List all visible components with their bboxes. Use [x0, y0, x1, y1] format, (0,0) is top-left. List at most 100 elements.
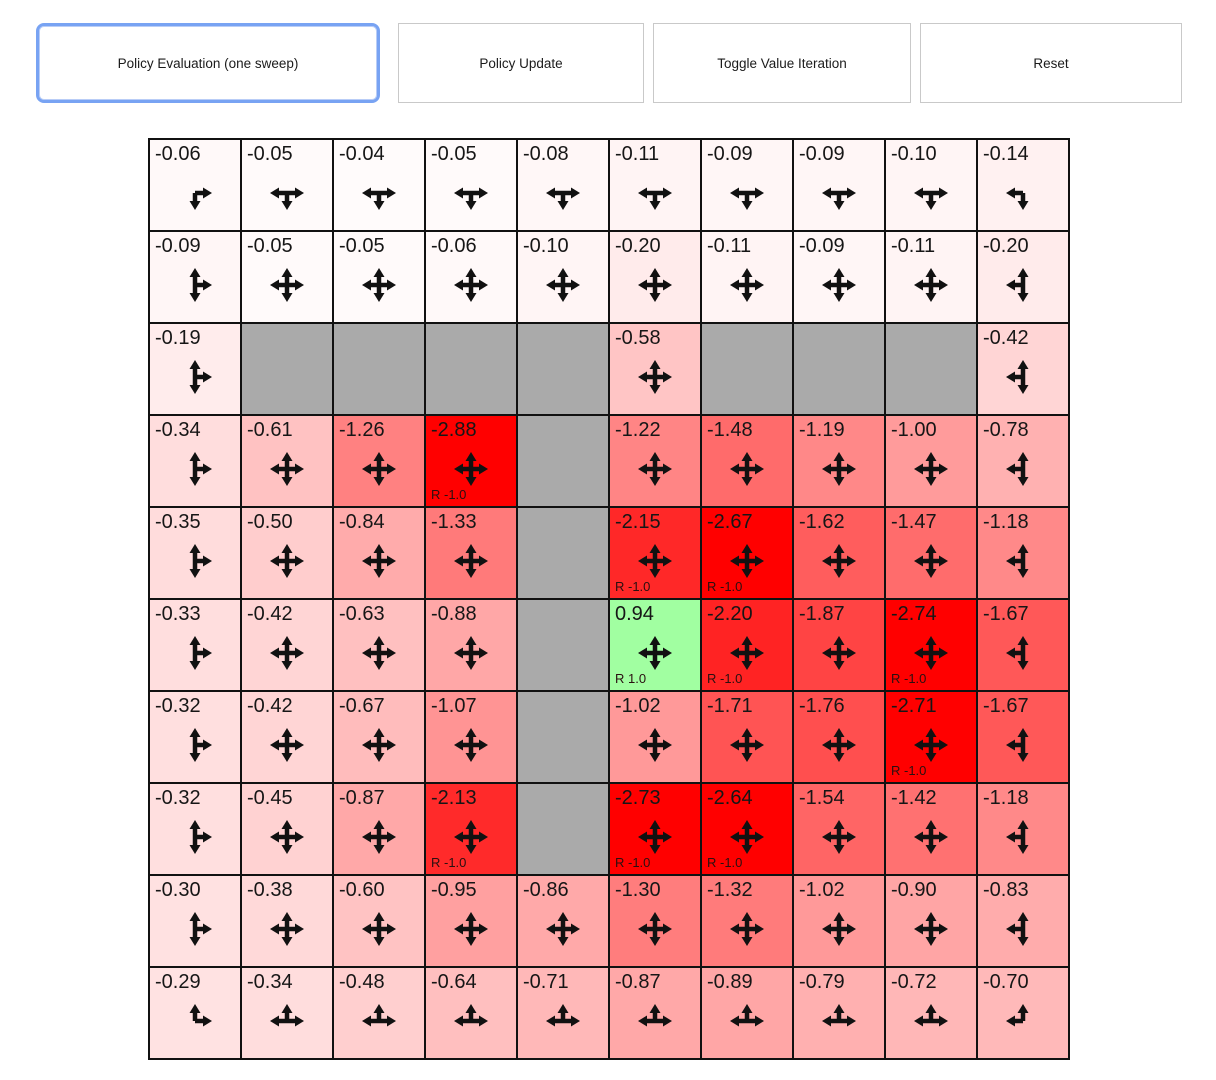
grid-cell[interactable]: -1.02	[609, 691, 701, 783]
grid-cell[interactable]: -0.06	[149, 139, 241, 231]
grid-cell[interactable]: -1.54	[793, 783, 885, 875]
grid-cell[interactable]: -0.11	[885, 231, 977, 323]
grid-cell[interactable]: -0.05	[241, 139, 333, 231]
grid-wall-cell[interactable]	[517, 323, 609, 415]
grid-cell[interactable]: -1.76	[793, 691, 885, 783]
policy-evaluation-button[interactable]: Policy Evaluation (one sweep)	[36, 23, 380, 103]
grid-cell[interactable]: -0.05	[425, 139, 517, 231]
grid-wall-cell[interactable]	[517, 415, 609, 507]
grid-cell[interactable]: -2.73 R -1.0	[609, 783, 701, 875]
grid-cell[interactable]: -0.04	[333, 139, 425, 231]
policy-update-button[interactable]: Policy Update	[398, 23, 644, 103]
grid-cell[interactable]: -0.79	[793, 967, 885, 1059]
grid-cell[interactable]: -0.84	[333, 507, 425, 599]
grid-cell[interactable]: -0.08	[517, 139, 609, 231]
grid-cell[interactable]: -0.42	[977, 323, 1069, 415]
grid-cell[interactable]: -1.19	[793, 415, 885, 507]
grid-cell[interactable]: -1.62	[793, 507, 885, 599]
grid-cell[interactable]: -0.42	[241, 691, 333, 783]
grid-cell[interactable]: -0.09	[793, 139, 885, 231]
grid-cell[interactable]: -0.34	[149, 415, 241, 507]
grid-wall-cell[interactable]	[333, 323, 425, 415]
grid-cell[interactable]: -0.32	[149, 691, 241, 783]
grid-cell[interactable]: -0.78	[977, 415, 1069, 507]
grid-cell[interactable]: -1.00	[885, 415, 977, 507]
grid-cell[interactable]: -2.13 R -1.0	[425, 783, 517, 875]
grid-cell[interactable]: -0.32	[149, 783, 241, 875]
grid-cell[interactable]: -1.71	[701, 691, 793, 783]
grid-cell[interactable]: -1.67	[977, 691, 1069, 783]
grid-cell[interactable]: -0.34	[241, 967, 333, 1059]
grid-cell[interactable]: -0.10	[517, 231, 609, 323]
grid-cell[interactable]: -0.45	[241, 783, 333, 875]
grid-cell[interactable]: -0.09	[149, 231, 241, 323]
grid-cell[interactable]: -0.05	[241, 231, 333, 323]
grid-cell[interactable]: -1.18	[977, 783, 1069, 875]
reset-button[interactable]: Reset	[920, 23, 1182, 103]
grid-cell[interactable]: -0.71	[517, 967, 609, 1059]
grid-cell[interactable]: -0.11	[609, 139, 701, 231]
grid-wall-cell[interactable]	[885, 323, 977, 415]
grid-cell[interactable]: -0.11	[701, 231, 793, 323]
grid-cell[interactable]: -1.67	[977, 599, 1069, 691]
grid-cell[interactable]: -2.15 R -1.0	[609, 507, 701, 599]
grid-wall-cell[interactable]	[517, 599, 609, 691]
grid-cell[interactable]: -0.30	[149, 875, 241, 967]
grid-wall-cell[interactable]	[425, 323, 517, 415]
grid-cell[interactable]: -1.47	[885, 507, 977, 599]
grid-cell[interactable]: -0.61	[241, 415, 333, 507]
grid-cell[interactable]: -1.26	[333, 415, 425, 507]
grid-cell[interactable]: -2.64 R -1.0	[701, 783, 793, 875]
grid-cell[interactable]: -0.06	[425, 231, 517, 323]
grid-wall-cell[interactable]	[793, 323, 885, 415]
grid-wall-cell[interactable]	[517, 507, 609, 599]
grid-cell[interactable]: -0.83	[977, 875, 1069, 967]
grid-cell[interactable]: -0.87	[333, 783, 425, 875]
grid-cell[interactable]: -1.42	[885, 783, 977, 875]
grid-cell[interactable]: -0.10	[885, 139, 977, 231]
grid-cell[interactable]: -0.14	[977, 139, 1069, 231]
grid-cell[interactable]: -1.07	[425, 691, 517, 783]
grid-cell[interactable]: -0.35	[149, 507, 241, 599]
grid-cell[interactable]: -1.48	[701, 415, 793, 507]
grid-cell[interactable]: -2.20 R -1.0	[701, 599, 793, 691]
grid-cell[interactable]: -0.05	[333, 231, 425, 323]
grid-cell[interactable]: -0.86	[517, 875, 609, 967]
grid-cell[interactable]: -0.09	[701, 139, 793, 231]
grid-cell[interactable]: -0.20	[609, 231, 701, 323]
grid-cell[interactable]: -0.38	[241, 875, 333, 967]
grid-cell[interactable]: -0.20	[977, 231, 1069, 323]
grid-cell[interactable]: -0.90	[885, 875, 977, 967]
grid-wall-cell[interactable]	[701, 323, 793, 415]
grid-cell[interactable]: -0.09	[793, 231, 885, 323]
grid-cell[interactable]: -0.70	[977, 967, 1069, 1059]
grid-cell[interactable]: -0.72	[885, 967, 977, 1059]
grid-cell[interactable]: -0.87	[609, 967, 701, 1059]
grid-cell[interactable]: -1.02	[793, 875, 885, 967]
grid-cell[interactable]: -0.88	[425, 599, 517, 691]
grid-cell[interactable]: -0.48	[333, 967, 425, 1059]
grid-cell[interactable]: 0.94 R 1.0	[609, 599, 701, 691]
toggle-value-iteration-button[interactable]: Toggle Value Iteration	[653, 23, 911, 103]
grid-cell[interactable]: -0.29	[149, 967, 241, 1059]
grid-cell[interactable]: -0.63	[333, 599, 425, 691]
grid-wall-cell[interactable]	[517, 783, 609, 875]
grid-cell[interactable]: -2.88 R -1.0	[425, 415, 517, 507]
grid-cell[interactable]: -0.64	[425, 967, 517, 1059]
grid-cell[interactable]: -0.19	[149, 323, 241, 415]
grid-cell[interactable]: -1.18	[977, 507, 1069, 599]
grid-cell[interactable]: -2.67 R -1.0	[701, 507, 793, 599]
grid-cell[interactable]: -1.87	[793, 599, 885, 691]
grid-wall-cell[interactable]	[517, 691, 609, 783]
grid-cell[interactable]: -1.32	[701, 875, 793, 967]
grid-cell[interactable]: -0.50	[241, 507, 333, 599]
grid-cell[interactable]: -0.67	[333, 691, 425, 783]
grid-cell[interactable]: -2.71 R -1.0	[885, 691, 977, 783]
grid-cell[interactable]: -0.95	[425, 875, 517, 967]
grid-wall-cell[interactable]	[241, 323, 333, 415]
grid-cell[interactable]: -0.60	[333, 875, 425, 967]
grid-cell[interactable]: -0.89	[701, 967, 793, 1059]
grid-cell[interactable]: -0.42	[241, 599, 333, 691]
grid-cell[interactable]: -1.22	[609, 415, 701, 507]
grid-cell[interactable]: -0.33	[149, 599, 241, 691]
